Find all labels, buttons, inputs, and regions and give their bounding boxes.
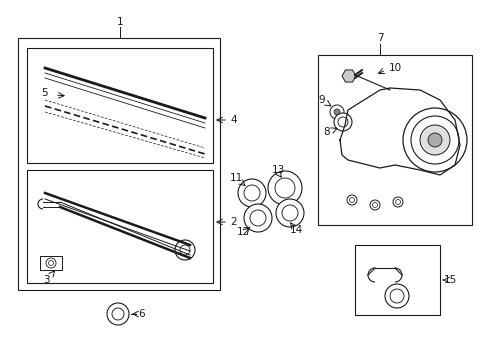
Circle shape [48,261,53,266]
Circle shape [180,245,190,255]
Circle shape [249,210,265,226]
Circle shape [275,199,304,227]
Circle shape [402,108,466,172]
Circle shape [267,171,302,205]
Circle shape [238,179,265,207]
Text: 5: 5 [41,88,48,98]
Text: 3: 3 [42,275,49,285]
Text: 12: 12 [236,227,249,237]
Text: 8: 8 [323,127,329,137]
Text: 2: 2 [230,217,237,227]
Circle shape [395,199,400,204]
Circle shape [389,289,403,303]
Circle shape [372,202,377,207]
Text: 11: 11 [229,173,242,183]
Text: 9: 9 [318,95,325,105]
Circle shape [112,308,124,320]
Circle shape [282,205,297,221]
Circle shape [274,178,294,198]
Circle shape [333,109,339,115]
Circle shape [384,284,408,308]
Bar [40,256,62,270]
Text: 1: 1 [117,17,123,27]
Circle shape [337,117,347,127]
Circle shape [392,197,402,207]
Text: 4: 4 [230,115,237,125]
Circle shape [46,258,56,268]
Bar [354,245,439,315]
Circle shape [175,240,195,260]
Text: 15: 15 [443,275,456,285]
Circle shape [107,303,129,325]
Circle shape [244,204,271,232]
Circle shape [410,116,458,164]
Text: 6: 6 [139,309,145,319]
Bar [317,55,471,225]
Bar [27,170,213,283]
Circle shape [349,198,354,202]
Circle shape [419,125,449,155]
Circle shape [244,185,260,201]
Circle shape [346,195,356,205]
Circle shape [369,200,379,210]
Circle shape [329,105,343,119]
Bar [18,38,220,290]
Circle shape [427,133,441,147]
Circle shape [333,113,351,131]
Text: 13: 13 [271,165,284,175]
Text: 14: 14 [289,225,302,235]
Text: 10: 10 [387,63,401,73]
Text: 7: 7 [376,33,383,43]
Bar [27,48,213,163]
